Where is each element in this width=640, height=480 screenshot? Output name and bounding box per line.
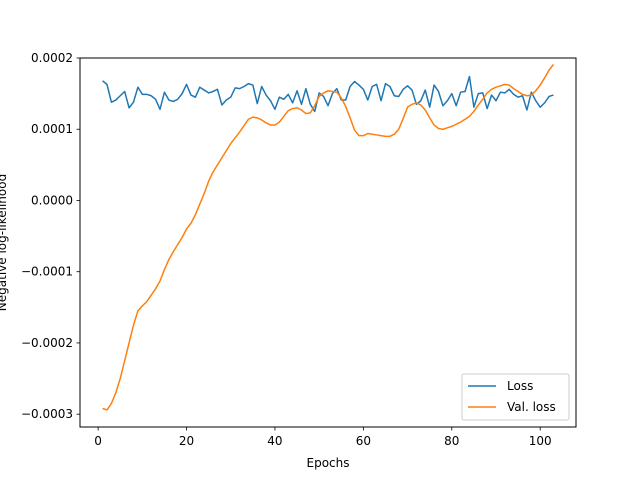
x-tick-label: 80 <box>444 434 459 448</box>
x-tick-label: 0 <box>94 434 102 448</box>
y-axis: −0.0003 −0.0002 −0.0001 0.0000 0.0001 0.0002 <box>21 51 80 421</box>
x-tick-label: 60 <box>356 434 371 448</box>
y-tick-label: −0.0003 <box>21 407 73 421</box>
x-tick-label: 20 <box>179 434 194 448</box>
y-tick-label: −0.0001 <box>21 265 73 279</box>
y-axis-label: Negative log-likelihood <box>0 174 9 311</box>
y-tick-label: −0.0002 <box>21 336 73 350</box>
legend-label-loss: Loss <box>507 379 533 393</box>
series-line-loss <box>102 75 554 113</box>
legend: Loss Val. loss <box>461 373 570 421</box>
series-layer <box>102 63 555 411</box>
y-tick-label: 0.0002 <box>31 51 73 65</box>
series-line-val-loss <box>102 63 555 411</box>
y-tick-label: 0.0001 <box>31 122 73 136</box>
x-axis: 0 20 40 60 80 100 <box>94 427 552 448</box>
x-tick-label: 40 <box>267 434 282 448</box>
axes-frame <box>79 57 577 428</box>
x-axis-label: Epochs <box>307 456 350 470</box>
legend-label-val-loss: Val. loss <box>507 400 556 414</box>
y-tick-label: 0.0000 <box>31 193 73 207</box>
x-tick-label: 100 <box>529 434 552 448</box>
